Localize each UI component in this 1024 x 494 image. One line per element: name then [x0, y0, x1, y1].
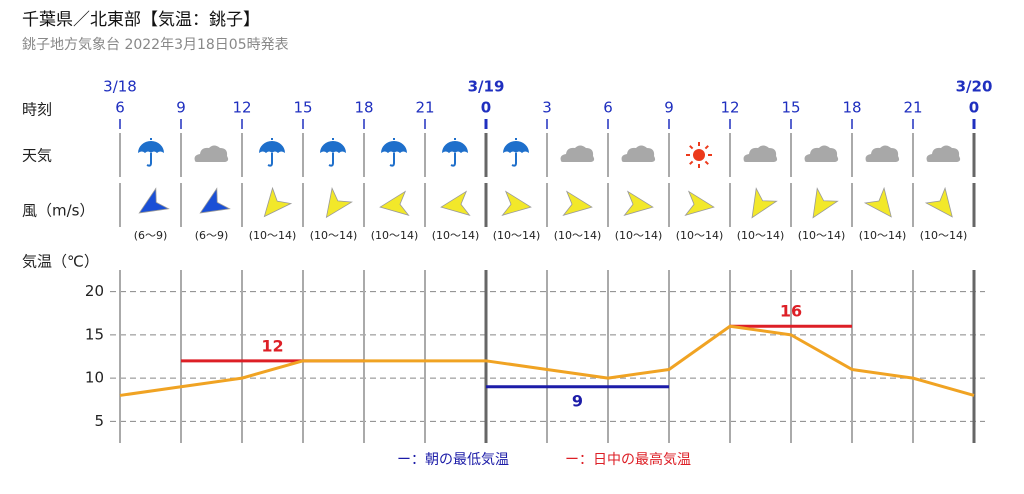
date-label: 3/19 — [468, 78, 505, 96]
x-tick-label: 3 — [542, 99, 552, 117]
wind-label: (10～14) — [249, 229, 297, 242]
wind-label: (10～14) — [798, 229, 846, 242]
wind-arrow — [254, 187, 292, 225]
wind-label: (10～14) — [676, 229, 724, 242]
x-tick-label: 21 — [415, 99, 434, 117]
y-tick-label: 5 — [94, 412, 104, 430]
temperature-line — [119, 324, 975, 397]
icon-cloudy — [804, 145, 839, 162]
y-tick-label: 15 — [85, 325, 104, 343]
icon-cloudy — [621, 145, 656, 162]
wind-arrow — [438, 190, 471, 220]
wind-label: (10～14) — [920, 229, 968, 242]
y-tick-label: 20 — [85, 282, 104, 300]
icon-cloudy — [194, 145, 229, 162]
x-tick-label: 21 — [903, 99, 922, 117]
wind-arrow — [377, 190, 410, 220]
icon-cloudy — [865, 145, 900, 162]
wind-arrow — [684, 190, 717, 220]
row-label: 風（m/s） — [22, 202, 94, 220]
legend-entry: ー：朝の最低気温 — [397, 452, 509, 468]
subtitle: 銚子地方気象台 2022年3月18日05時発表 — [22, 37, 289, 53]
wind-arrow — [132, 187, 170, 224]
date-label: 3/18 — [103, 78, 137, 96]
icon-cloudy — [926, 145, 961, 162]
wind-label: (10～14) — [493, 229, 541, 242]
icon-cloudy — [560, 145, 595, 162]
wind-label: (10～14) — [432, 229, 480, 242]
x-tick-label: 12 — [232, 99, 251, 117]
x-tick-label: 9 — [664, 99, 674, 117]
value-label: 9 — [572, 391, 583, 410]
x-tick-label: 15 — [781, 99, 800, 117]
wind-arrow — [802, 187, 839, 225]
x-tick-label: 6 — [603, 99, 613, 117]
x-tick-label: 18 — [842, 99, 861, 117]
wind-label: (10～14) — [310, 229, 358, 242]
wind-arrow — [316, 187, 353, 225]
x-tick-label: 6 — [115, 99, 125, 117]
wind-label: (10～14) — [554, 229, 602, 242]
wind-label: (10～14) — [737, 229, 785, 242]
wind-arrow — [623, 190, 656, 220]
date-label: 3/20 — [956, 78, 993, 96]
value-label: 16 — [780, 302, 802, 321]
row-label: 気温（℃） — [22, 253, 99, 271]
row-label: 天気 — [22, 147, 52, 165]
icon-rain — [137, 137, 165, 167]
wind-label: (10～14) — [615, 229, 663, 242]
y-tick-label: 10 — [85, 369, 104, 387]
wind-label: (10～14) — [371, 229, 419, 242]
icon-rain — [502, 137, 530, 167]
icon-sunny — [685, 141, 713, 169]
x-tick-label: 12 — [720, 99, 739, 117]
wind-arrow — [501, 190, 534, 220]
wind-arrow — [864, 187, 902, 225]
wind-arrow — [193, 187, 231, 224]
x-tick-label: 0 — [481, 99, 491, 117]
x-tick-label: 9 — [176, 99, 186, 117]
x-tick-label: 15 — [293, 99, 312, 117]
weather-icons — [137, 137, 961, 169]
icon-rain — [441, 137, 469, 167]
icon-cloudy — [743, 145, 778, 162]
x-tick-label: 0 — [969, 99, 979, 117]
row-label: 時刻 — [22, 101, 52, 119]
wind-arrow — [741, 187, 778, 225]
title: 千葉県／北東部【気温：銚子】 — [22, 10, 260, 30]
icon-rain — [380, 137, 408, 167]
value-label: 12 — [261, 336, 283, 355]
legend-entry: ー：日中の最高気温 — [565, 451, 691, 468]
wind-arrow — [925, 187, 963, 225]
icon-rain — [258, 137, 286, 167]
x-tick-label: 18 — [354, 99, 373, 117]
icon-rain — [319, 137, 347, 167]
wind-label: (6～9) — [195, 229, 229, 242]
wind-label: (6～9) — [134, 229, 168, 242]
wind-label: (10～14) — [859, 229, 907, 242]
wind-arrow — [562, 190, 595, 220]
